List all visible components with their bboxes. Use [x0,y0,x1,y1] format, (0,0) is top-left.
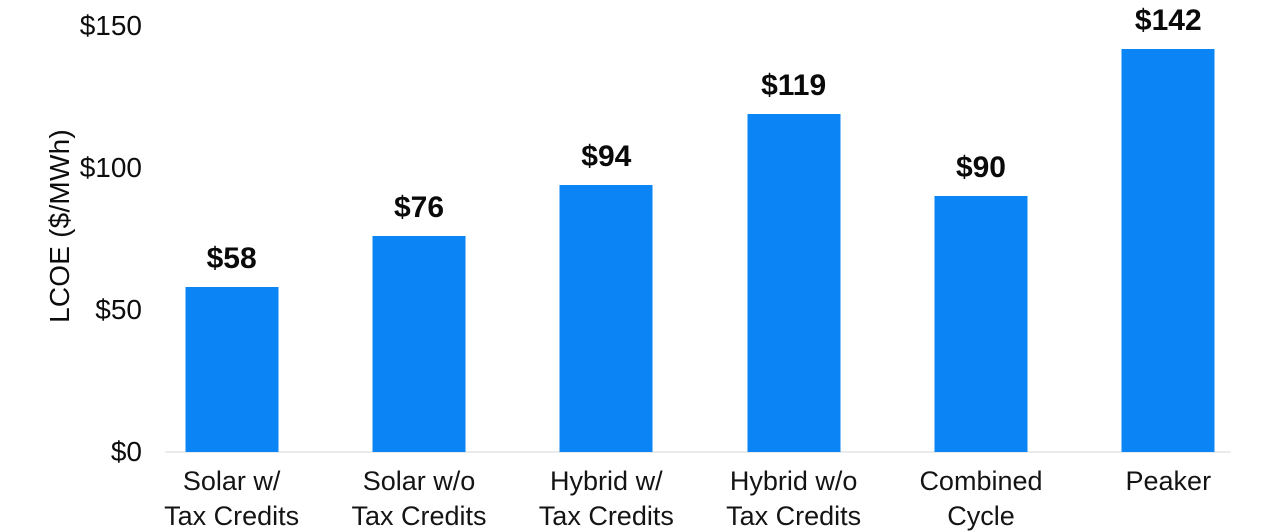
category-label-line: Combined [919,466,1043,496]
category-label-line: Solar w/o [362,466,476,496]
bar [747,114,841,452]
category-label-line: Hybrid w/o [729,466,858,496]
y-tick-label: $50 [95,294,142,325]
y-tick-label: $150 [79,10,142,41]
bar [559,185,653,452]
category-label-line: Solar w/ [182,466,281,496]
category-label: Solar w/o Tax Credits [311,464,526,532]
category-label-line: Tax Credits [351,501,487,531]
bar [934,196,1028,452]
bar [1121,48,1215,452]
category-label: Solar w/Tax Credits [124,464,339,532]
category-label: Peaker [1061,464,1276,499]
category-label-line: Tax Credits [164,501,300,531]
plot-area: $58 Solar w/Tax Credits $76 Solar w/o Tax Cr… [138,4,1262,531]
y-tick-label: $0 [110,436,142,467]
bar-slot: $142 Peaker [1075,4,1262,496]
bar-value-label: $94 [581,140,632,174]
bar [185,287,279,452]
bar-value-label: $119 [761,69,827,103]
category-label: Hybrid w/o Tax Credits [686,464,901,532]
category-label-line: Peaker [1125,466,1212,496]
category-label-line: Tax Credits [538,501,674,531]
y-tick-label: $100 [79,152,142,183]
category-label-line: Cycle [947,501,1015,531]
x-axis-line [165,451,1231,453]
category-label-line: Tax Credits [726,501,862,531]
bar-value-label: $142 [1134,3,1202,37]
bar-slot: $94 Hybrid w/Tax Credits [513,26,700,531]
bar-slot: $58 Solar w/Tax Credits [138,26,325,531]
category-label: Hybrid w/Tax Credits [499,464,714,532]
bar [372,236,466,452]
category-label: Combined Cycle [873,464,1088,532]
bar-slot: $90 Combined Cycle [887,26,1074,531]
bar-value-label: $90 [955,151,1006,185]
category-label-line: Hybrid w/ [550,466,663,496]
y-axis-title-container: LCOE ($/MWh) [32,0,88,452]
bar-value-label: $76 [393,191,445,225]
bar-value-label: $58 [206,242,257,276]
bar-slot: $119 Hybrid w/o Tax Credits [700,26,887,531]
bar-slot: $76 Solar w/o Tax Credits [325,26,512,531]
